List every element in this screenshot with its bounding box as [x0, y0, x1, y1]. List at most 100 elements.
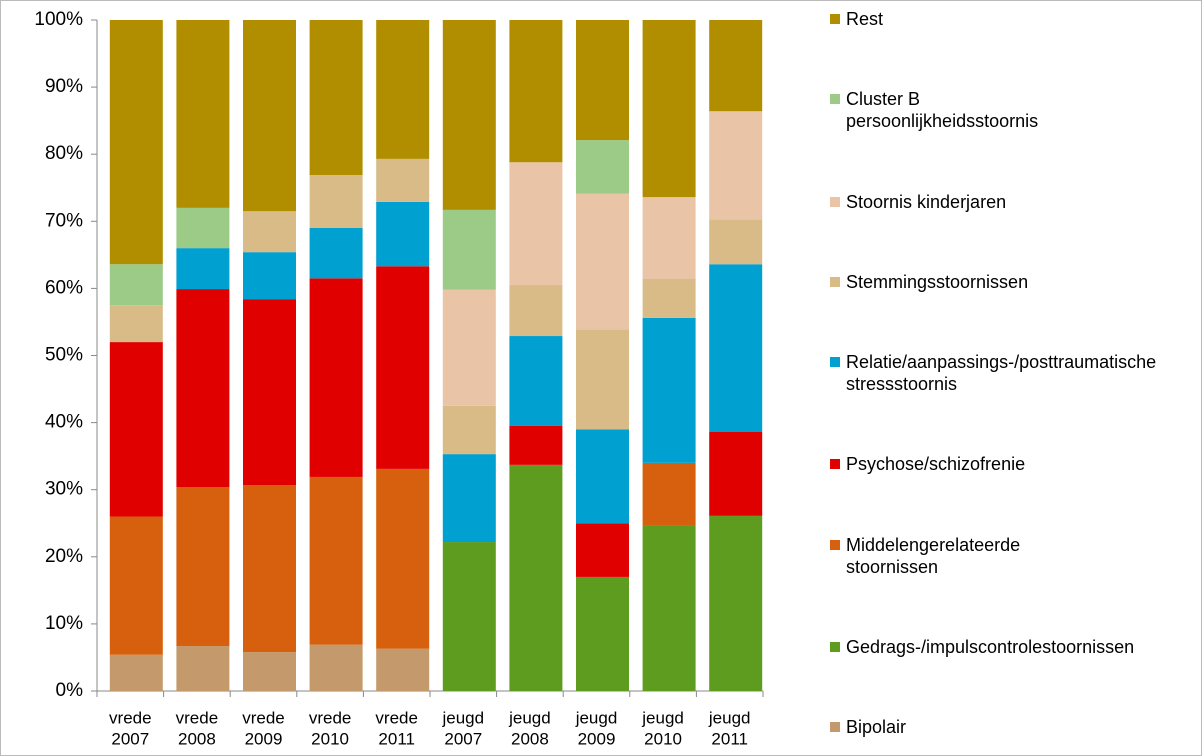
bar-segment	[709, 264, 763, 432]
legend-swatch	[830, 94, 840, 105]
legend-item: Stemmingsstoornissen	[830, 271, 1191, 293]
bar-segment	[243, 485, 296, 653]
x-tick-label: 2009	[245, 729, 283, 748]
legend-item: Psychose/schizofrenie	[830, 453, 1191, 475]
bar-segment	[376, 468, 430, 649]
bar-segment	[642, 525, 696, 691]
y-tick-label: 90%	[45, 76, 83, 97]
x-tick-label: 2009	[578, 729, 616, 748]
x-tick-label: 2007	[111, 729, 149, 748]
bar-segment	[576, 329, 629, 430]
y-tick-label: 100%	[34, 9, 83, 30]
bar-segment	[576, 429, 629, 524]
bar-segment	[576, 140, 629, 194]
bar-segment	[442, 454, 496, 543]
legend-swatch	[830, 641, 840, 652]
bar-segment	[109, 342, 163, 517]
bar-segment	[109, 516, 163, 655]
bar-segment	[442, 289, 496, 406]
x-tick-label: jeugd	[508, 708, 551, 727]
legend-label: Middelengerelateerde stoornissen	[846, 534, 1021, 577]
legend: Bipolair Gedrags-/impulscontrolestoorniss…	[830, 8, 1191, 738]
x-tick-label: 2007	[444, 729, 482, 748]
bar-segment	[176, 646, 230, 691]
legend-swatch	[830, 722, 840, 732]
legend-item: Cluster B persoonlijkheidsstoornis	[830, 88, 1191, 132]
legend-item: Relatie/aanpassings-/posttraumatische st…	[830, 351, 1191, 395]
bar-segment	[243, 652, 296, 691]
x-tick-label: vrede	[375, 708, 418, 727]
bar-segment	[376, 648, 430, 691]
legend-label: Cluster B persoonlijkheidsstoornis	[846, 89, 1039, 132]
bar-segment	[642, 279, 696, 318]
bar-segment	[509, 464, 563, 691]
legend-label: Psychose/schizofrenie	[846, 454, 1026, 475]
bar-segment	[442, 20, 496, 210]
legend-label: Bipolair	[846, 717, 907, 737]
legend-item: Gedrags-/impulscontrolestoornissen	[830, 636, 1191, 658]
bar-segment	[642, 197, 696, 280]
bar-segment	[642, 20, 696, 198]
bar-segment	[309, 278, 363, 477]
legend-item: Rest	[830, 8, 1191, 30]
bar-segment	[576, 576, 629, 691]
x-tick-label: 2010	[644, 729, 682, 748]
bar-segment	[176, 20, 230, 208]
bar-segment	[709, 111, 763, 220]
x-tick-label: 2011	[378, 729, 415, 748]
legend-swatch	[830, 276, 840, 287]
bar-segment	[576, 523, 629, 577]
bar-segment	[509, 336, 563, 426]
y-tick-label: 80%	[45, 143, 83, 164]
y-tick-label: 50%	[45, 345, 83, 366]
y-tick-label: 10%	[45, 613, 83, 634]
y-tick-label: 40%	[45, 412, 83, 433]
legend-item: Bipolair	[830, 716, 1191, 738]
bar-segment	[576, 193, 629, 330]
bar-segment	[176, 207, 230, 249]
legend-item: Stoornis kinderjaren	[830, 191, 1191, 213]
y-tick-label: 0%	[56, 680, 84, 701]
bar-segment	[376, 20, 430, 159]
legend-swatch	[830, 539, 840, 550]
bar-segment	[243, 211, 296, 253]
bar-segment	[509, 20, 563, 163]
bar-segment	[109, 305, 163, 343]
x-tick-label: jeugd	[575, 708, 618, 727]
bar-segment	[109, 654, 163, 691]
bar-segment	[309, 644, 363, 691]
x-tick-label: 2008	[178, 729, 216, 748]
bar-segment	[176, 289, 230, 488]
legend-label: Gedrags-/impulscontrolestoornissen	[846, 636, 1135, 657]
bar-segment	[642, 317, 696, 463]
legend-label: Rest	[846, 9, 884, 29]
x-tick-label: jeugd	[641, 708, 684, 727]
bar-segment	[376, 158, 430, 202]
y-tick-label: 20%	[45, 546, 83, 567]
x-tick-label: vrede	[109, 708, 152, 727]
bar-segment	[642, 462, 696, 526]
bar-segment	[109, 20, 163, 265]
bar-segment	[709, 515, 763, 691]
x-tick-label: jeugd	[441, 708, 484, 727]
bar-segment	[243, 299, 296, 486]
bar-segment	[576, 20, 629, 141]
bar-segment	[442, 542, 496, 691]
bar-segment	[509, 285, 563, 337]
bar-segment	[309, 228, 363, 279]
legend-item: Middelengerelateerde stoornissen	[830, 534, 1191, 578]
bar-segment	[442, 209, 496, 290]
legend-swatch	[830, 357, 840, 367]
legend-label: Stemmingsstoornissen	[846, 271, 1029, 292]
bar-segment	[509, 162, 563, 286]
bar-segment	[309, 175, 363, 229]
bar-segment	[709, 20, 763, 112]
y-tick-label: 30%	[45, 479, 83, 500]
y-tick-label: 70%	[45, 210, 83, 231]
bar-segment	[509, 425, 563, 465]
bar-segment	[376, 266, 430, 469]
bar-segment	[243, 20, 296, 212]
x-tick-label: 2008	[511, 729, 549, 748]
